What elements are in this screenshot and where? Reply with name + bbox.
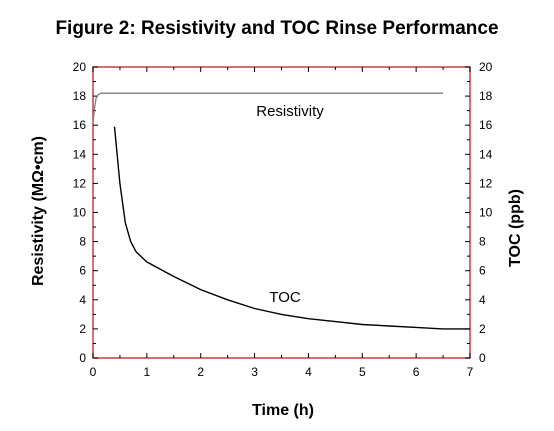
y-right-tick-label: 4 xyxy=(479,293,486,307)
y-right-tick-label: 6 xyxy=(479,264,486,278)
y-left-tick-label: 20 xyxy=(73,60,87,74)
y-right-tick-label: 20 xyxy=(479,60,493,74)
resistivity-annotation: Resistivity xyxy=(256,103,324,120)
y-left-tick-label: 14 xyxy=(73,147,87,161)
y-left-tick-label: 4 xyxy=(79,293,86,307)
toc-annotation: TOC xyxy=(269,289,301,306)
y-left-tick-label: 0 xyxy=(79,351,86,365)
y-axis-right: 0 2 4 6 8 10 12 14 16 18 20 xyxy=(465,60,493,365)
chart-title: Figure 2: Resistivity and TOC Rinse Perf… xyxy=(55,18,499,39)
y-right-tick-label: 8 xyxy=(479,235,486,249)
series-line-resistivity xyxy=(92,92,444,123)
y-left-tick-label: 18 xyxy=(73,89,87,103)
x-tick-label: 2 xyxy=(197,365,204,379)
y-left-tick-label: 2 xyxy=(79,322,86,336)
x-tick-label: 1 xyxy=(144,365,151,379)
series-group xyxy=(92,92,470,330)
y-left-tick-label: 12 xyxy=(73,176,87,190)
y-right-tick-label: 2 xyxy=(479,322,486,336)
x-axis: 0 1 2 3 4 5 6 7 xyxy=(90,67,474,379)
y-left-tick-label: 10 xyxy=(73,206,87,220)
y-left-tick-label: 8 xyxy=(79,235,86,249)
y-axis-left-title: Resistivity (MΩ•cm) xyxy=(30,136,47,286)
x-tick-label: 3 xyxy=(251,365,258,379)
y-axis-left: 0 2 4 6 8 10 12 14 16 18 20 xyxy=(73,60,98,365)
y-axis-right-title: TOC (ppb) xyxy=(507,189,524,267)
y-right-tick-label: 0 xyxy=(479,351,486,365)
y-right-tick-label: 12 xyxy=(479,176,493,190)
series-line-toc xyxy=(113,126,470,330)
y-right-tick-label: 16 xyxy=(479,118,493,132)
x-tick-label: 7 xyxy=(467,365,474,379)
x-axis-title: Time (h) xyxy=(252,402,314,419)
x-tick-label: 4 xyxy=(305,365,312,379)
y-right-tick-label: 14 xyxy=(479,147,493,161)
y-right-tick-label: 10 xyxy=(479,206,493,220)
x-tick-label: 0 xyxy=(90,365,97,379)
x-tick-label: 5 xyxy=(359,365,366,379)
y-left-tick-label: 6 xyxy=(79,264,86,278)
y-right-tick-label: 18 xyxy=(479,89,493,103)
x-tick-label: 6 xyxy=(413,365,420,379)
y-left-tick-label: 16 xyxy=(73,118,87,132)
